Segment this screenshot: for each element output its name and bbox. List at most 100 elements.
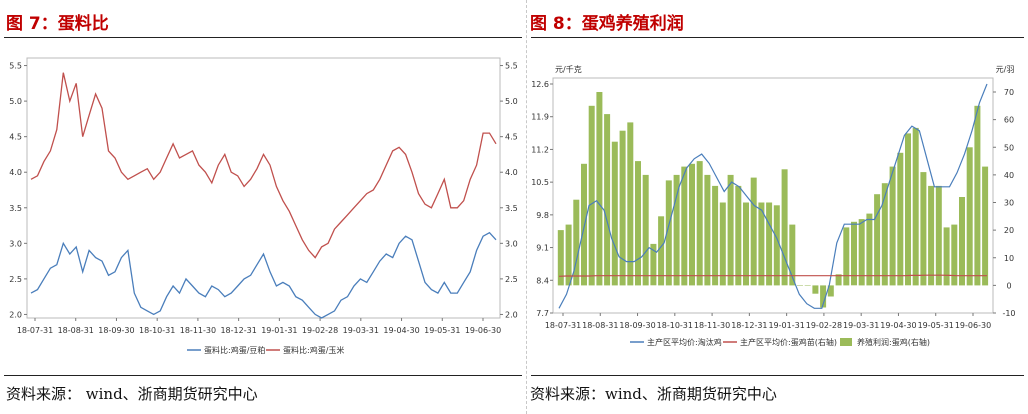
profit-bar: [881, 183, 888, 286]
y-right-tick-label: 2.5: [505, 275, 518, 284]
profit-bar: [920, 172, 927, 286]
profit-bar: [681, 166, 688, 286]
profit-bar: [874, 194, 881, 286]
y-right-tick-label: 50: [1004, 143, 1014, 152]
profit-bar: [673, 174, 680, 286]
profit-bar: [797, 285, 803, 286]
profit-bar: [758, 202, 765, 286]
y-left-tick-label: 5.5: [9, 62, 22, 71]
profit-bar: [557, 230, 564, 286]
series-line-egg-soymeal: [30, 231, 497, 319]
profit-bar: [743, 202, 749, 286]
profit-bar: [835, 274, 842, 286]
profit-bar: [789, 224, 796, 286]
series-line-chick: [558, 274, 987, 277]
y-right-tick-label: 60: [1004, 116, 1014, 125]
series-line-culled-hen: [558, 83, 988, 309]
profit-bar: [696, 161, 703, 286]
y-right-tick-label: 2.0: [505, 310, 518, 319]
x-tick-label: 19-03-31: [343, 326, 379, 335]
profit-bar: [627, 122, 634, 286]
profit-bar: [635, 161, 641, 286]
profit-bar: [959, 197, 965, 286]
profit-bar: [565, 224, 572, 286]
x-tick-label: 19-01-31: [261, 326, 297, 335]
y-right-unit: 元/羽: [996, 65, 1015, 74]
legend-label: 主产区平均价:淘汰鸡: [647, 337, 722, 347]
legend-label: 蛋料比:鸡蛋/豆粕: [204, 345, 265, 355]
profit-bar: [573, 199, 580, 286]
profit-bar: [866, 213, 873, 286]
x-tick-label: 19-02-28: [806, 321, 842, 330]
profit-bar: [642, 174, 649, 286]
profit-bar: [619, 130, 626, 286]
profit-bar: [912, 127, 919, 286]
x-tick-label: 19-05-31: [424, 326, 460, 335]
x-tick-label: 19-03-31: [843, 321, 879, 330]
x-tick-label: 19-06-30: [955, 321, 991, 330]
y-left-tick-label: 8.4: [536, 276, 549, 285]
x-tick-label: 19-01-31: [768, 321, 804, 330]
x-tick-label: 18-07-31: [545, 321, 581, 330]
left-bottom-rule: [4, 375, 522, 376]
profit-bar: [812, 285, 819, 294]
profit-bar: [773, 205, 780, 286]
profit-bar: [727, 174, 734, 286]
y-right-tick-label: 70: [1004, 88, 1014, 97]
x-tick-label: 19-02-28: [302, 326, 338, 335]
left-top-rule: [4, 37, 522, 38]
x-tick-label: 19-04-30: [880, 321, 916, 330]
y-right-tick-label: 20: [1004, 226, 1014, 235]
profit-bar: [596, 92, 603, 286]
legend-label: 养殖利润:蛋鸡(右轴): [857, 337, 930, 347]
profit-bar: [943, 227, 950, 286]
profit-bar: [935, 185, 942, 286]
x-tick-label: 18-08-31: [582, 321, 618, 330]
y-right-tick-label: 3.0: [505, 239, 518, 248]
profit-bar: [827, 285, 834, 297]
right-panel: 图 8：蛋鸡养殖利润 元/千克 元/羽 12.6 11.9 11.2 10.5 9.8 9.1…: [527, 0, 1028, 414]
y-right-tick-label: 0: [1006, 281, 1011, 290]
profit-bar: [650, 243, 657, 286]
y-left-tick-label: 9.8: [536, 211, 549, 220]
series-line-egg-corn: [30, 72, 497, 259]
x-tick-label: 18-11-30: [694, 321, 730, 330]
profit-bar: [588, 105, 595, 286]
left-chart-title: 图 7：蛋料比: [6, 14, 109, 34]
y-right-tick-label: 5.0: [505, 97, 518, 106]
y-left-tick-label: 5.0: [9, 97, 22, 106]
profit-bar: [820, 285, 827, 308]
plot-area: [552, 77, 994, 314]
profit-bar: [982, 166, 989, 286]
profit-bar: [704, 174, 711, 286]
x-tick-label: 19-04-30: [383, 326, 419, 335]
y-left-tick-label: 12.6: [531, 80, 549, 89]
y-right-tick-label: 40: [1004, 171, 1014, 180]
profit-bar: [581, 163, 587, 286]
legend-label: 主产区平均价:蛋鸡苗(右轴): [740, 337, 837, 347]
y-right-tick-label: 3.5: [505, 204, 518, 213]
legend-label: 蛋料比:鸡蛋/玉米: [283, 345, 344, 355]
x-tick-label: 18-10-31: [657, 321, 693, 330]
profit-bar: [712, 185, 719, 286]
y-right-tick-label: 4.0: [505, 168, 518, 177]
profit-bar: [966, 147, 973, 286]
left-chart: 5.5 5.0 4.5 4.0 3.5 3.0 2.5 2.0 5.5 5.0 4.5 4.0 3.5 3…: [9, 57, 518, 355]
y-left-tick-label: 7.7: [536, 309, 549, 318]
right-bottom-rule: [531, 375, 1024, 376]
profit-bar: [889, 166, 896, 286]
right-top-rule: [531, 37, 1024, 38]
y-left-unit: 元/千克: [555, 64, 582, 74]
profit-bar: [735, 185, 742, 286]
y-right-tick-label: 10: [1004, 254, 1014, 263]
left-panel: 图 7：蛋料比 5.5 5.0 4.5 4.0 3.5 3.0 2.5 2.0 5.5 5.0 4.…: [4, 0, 527, 414]
x-tick-label: 19-06-30: [465, 326, 501, 335]
y-left-tick-label: 11.9: [531, 113, 549, 122]
x-tick-label: 18-12-31: [220, 326, 256, 335]
profit-bar: [719, 202, 726, 286]
profit-bar: [750, 177, 757, 286]
profit-bar: [928, 185, 935, 286]
left-source-note: 资料来源： wind、浙商期货研究中心: [6, 385, 258, 403]
y-left-tick-label: 4.0: [9, 168, 22, 177]
x-tick-label: 19-05-31: [918, 321, 954, 330]
